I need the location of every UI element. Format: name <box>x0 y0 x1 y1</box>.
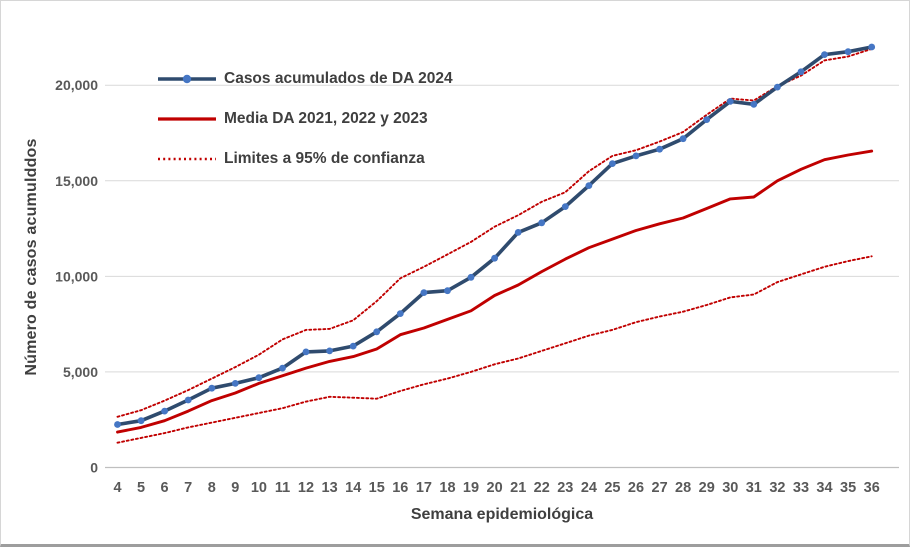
x-tick-label: 13 <box>322 480 338 496</box>
y-tick-label: 10,000 <box>55 268 98 284</box>
data-point-marker <box>396 310 404 317</box>
x-tick-label: 30 <box>722 480 738 496</box>
x-tick-label: 27 <box>652 480 668 496</box>
data-point-marker <box>184 396 192 404</box>
x-axis-title: Semana epidemiológica <box>410 506 594 523</box>
x-tick-label: 9 <box>231 480 239 496</box>
media-2021-2023-series-line <box>116 149 874 434</box>
data-point-marker <box>444 287 451 295</box>
x-tick-label: 16 <box>392 480 408 496</box>
data-point-marker <box>656 145 663 153</box>
data-point-marker <box>609 160 616 168</box>
data-point-marker <box>302 348 310 356</box>
legend-red-solid-line-icon <box>158 117 216 121</box>
data-point-marker <box>373 328 381 336</box>
x-tick-label: 18 <box>439 480 455 496</box>
x-tick-label: 10 <box>251 480 267 496</box>
legend-item-media: Media DA 2021, 2022 y 2023 <box>158 99 453 139</box>
x-tick-label: 11 <box>275 480 290 496</box>
x-tick-label: 32 <box>769 480 785 496</box>
x-tick-label: 22 <box>534 480 550 496</box>
data-point-marker <box>231 380 239 387</box>
data-point-marker <box>561 203 569 211</box>
x-tick-label: 20 <box>487 480 503 496</box>
x-tick-label: 36 <box>864 480 880 496</box>
x-tick-label: 29 <box>699 480 715 496</box>
y-tick-label: 0 <box>90 460 98 476</box>
lower-95-limit-series <box>116 255 873 444</box>
data-point-marker <box>750 100 758 108</box>
gridlines <box>105 84 899 373</box>
legend-blue-line-marker-icon <box>158 74 216 84</box>
x-tick-label: 25 <box>604 480 620 496</box>
x-tick-label: 12 <box>298 480 314 496</box>
legend-label-media: Media DA 2021, 2022 y 2023 <box>224 110 428 127</box>
media-2021-2023-series <box>116 149 874 434</box>
x-tick-label: 23 <box>557 480 573 496</box>
data-point-marker <box>208 384 216 392</box>
data-point-marker <box>774 83 781 91</box>
data-point-marker <box>514 229 522 236</box>
data-point-marker <box>326 347 333 355</box>
data-point-marker <box>585 182 593 190</box>
x-tick-label: 5 <box>137 480 145 496</box>
y-tick-label: 20,000 <box>55 77 98 93</box>
x-tick-label: 33 <box>793 480 809 496</box>
data-point-marker <box>491 254 498 262</box>
data-point-marker <box>137 417 145 425</box>
data-point-marker <box>844 48 852 56</box>
data-point-marker <box>679 135 687 143</box>
x-tick-label: 31 <box>746 480 762 496</box>
x-tick-label: 34 <box>816 480 832 496</box>
x-tick-label: 21 <box>510 480 526 496</box>
data-point-marker <box>632 152 640 160</box>
x-tick-label: 28 <box>675 480 691 496</box>
data-point-marker <box>114 421 121 428</box>
y-axis-tick-labels: 0 5,000 10,000 15,000 20,000 <box>55 77 98 475</box>
legend-label-limites: Limites a 95% de confianza <box>224 150 425 167</box>
x-tick-label: 8 <box>208 480 216 496</box>
x-tick-label: 19 <box>463 480 479 496</box>
data-point-marker <box>279 364 286 372</box>
x-tick-label: 24 <box>581 480 597 496</box>
data-point-marker <box>349 342 357 350</box>
y-axis-title: Número de casos acumulddos <box>23 138 40 376</box>
x-tick-label: 26 <box>628 480 644 496</box>
upper-95-limit-series <box>116 47 873 418</box>
upper-95-limit-series-line <box>116 47 873 418</box>
data-point-marker <box>255 374 263 382</box>
y-tick-label: 5,000 <box>63 364 98 380</box>
legend-item-limites: Limites a 95% de confianza <box>158 139 453 179</box>
x-axis-tick-labels: 4 5 6 7 8 9 10 11 12 13 14 15 16 17 18 19 20 21 22 23 24 25 26… <box>113 480 879 496</box>
data-point-marker <box>161 407 169 415</box>
chart-legend: Casos acumulados de DA 2024 Media DA 202… <box>158 59 453 179</box>
x-tick-label: 17 <box>416 480 432 496</box>
data-point-marker <box>821 51 828 58</box>
legend-item-casos-2024: Casos acumulados de DA 2024 <box>158 59 453 99</box>
casos-2024-series <box>114 43 876 428</box>
data-point-marker <box>726 98 734 105</box>
x-tick-label: 14 <box>345 480 361 496</box>
x-tick-label: 15 <box>369 480 385 496</box>
x-tick-label: 6 <box>161 480 169 496</box>
data-point-marker <box>703 116 711 123</box>
x-tick-label: 4 <box>113 480 121 496</box>
data-point-marker <box>538 219 546 227</box>
data-point-marker <box>797 68 805 76</box>
data-point-marker <box>467 273 475 281</box>
legend-label-casos-2024: Casos acumulados de DA 2024 <box>224 70 453 87</box>
lower-95-limit-series-line <box>116 255 873 444</box>
x-tick-label: 7 <box>184 480 192 496</box>
data-point-marker <box>868 43 876 51</box>
y-tick-label: 15,000 <box>55 173 98 189</box>
data-point-marker <box>420 289 428 296</box>
legend-red-dotted-line-icon <box>158 157 216 161</box>
x-tick-label: 35 <box>840 480 856 496</box>
